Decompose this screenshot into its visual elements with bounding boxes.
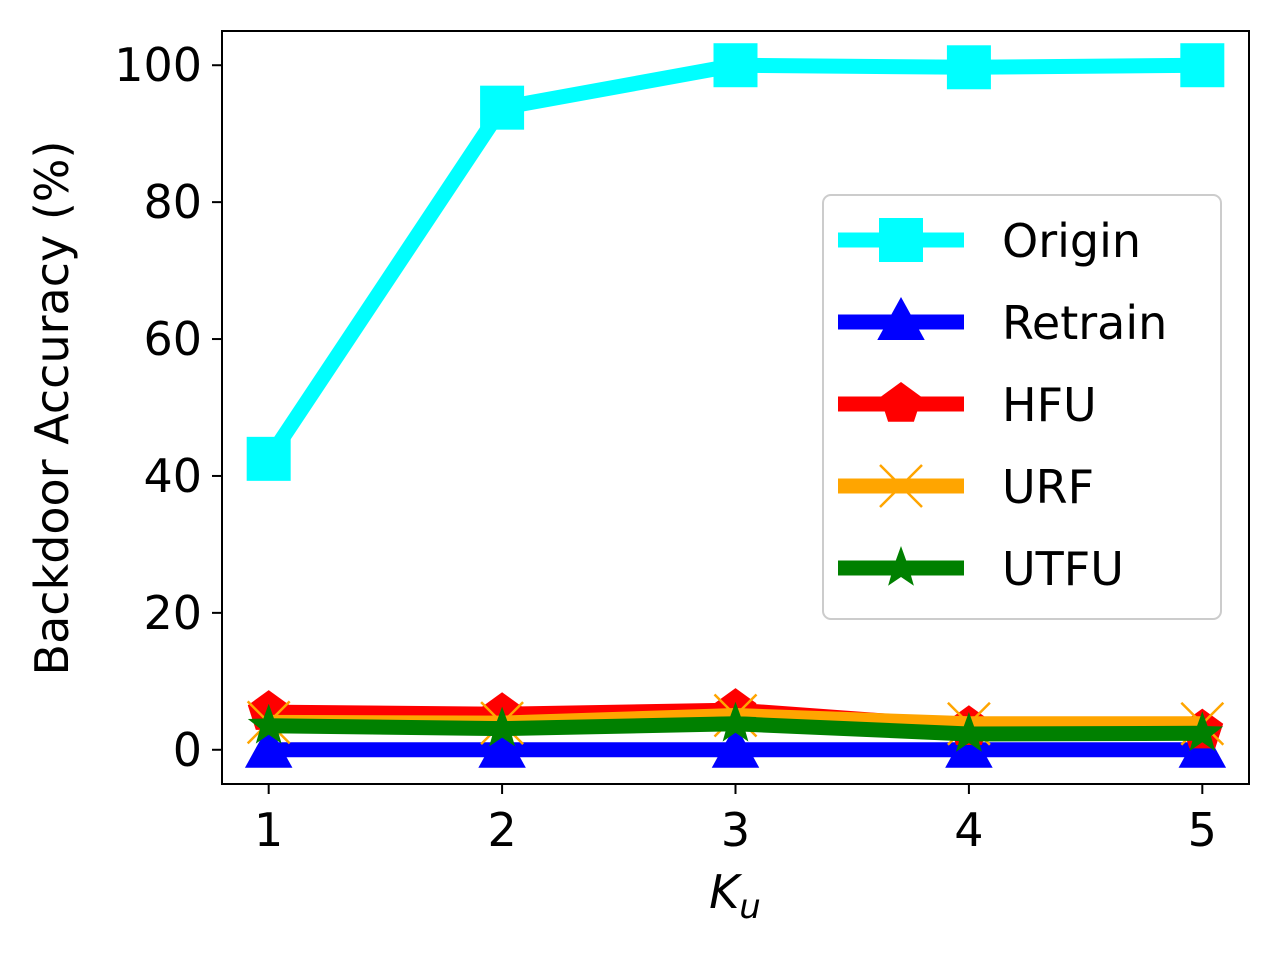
legend-frame [822,194,1222,620]
point-origin-1 [246,436,291,481]
x-axis-label-subscript: u [739,887,761,927]
legend-item-urf: URF [838,460,1094,514]
legend-marker-retrain [877,297,925,340]
y-tick-label-0: 0 [173,723,202,777]
legend-label-hfu: HFU [1002,378,1097,432]
series-layer [244,43,1227,768]
point-utfu-3 [714,701,757,742]
legend: Origin Retrain HFU URF UTFU [822,194,1222,620]
x-tick-label-2: 2 [487,803,516,857]
x-tick-label-5: 5 [1188,803,1217,857]
point-origin-4 [946,45,991,90]
x-tick-label-1: 1 [254,803,283,857]
series-utfu [247,701,1224,752]
legend-label-utfu: UTFU [1002,542,1124,596]
legend-label-urf: URF [1002,460,1094,514]
legend-item-retrain: Retrain [838,296,1167,350]
legend-label-retrain: Retrain [1002,296,1167,350]
point-origin-2 [480,85,525,130]
x-tick-label-3: 3 [721,803,750,857]
y-tick-label-40: 40 [143,449,202,503]
x-axis-ticks: 1 2 3 4 5 [254,784,1217,857]
series-origin [246,43,1225,481]
y-tick-label-60: 60 [143,312,202,366]
y-tick-label-100: 100 [114,38,202,92]
legend-marker-hfu [880,382,922,422]
point-retrain-2 [478,724,526,768]
y-tick-label-80: 80 [143,175,202,229]
x-tick-label-4: 4 [954,803,983,857]
point-utfu-5 [1181,711,1224,752]
legend-marker-urf [879,464,923,508]
legend-item-origin: Origin [838,214,1141,268]
point-retrain-3 [711,724,760,768]
y-tick-label-20: 20 [143,586,202,640]
point-origin-3 [713,43,758,88]
point-utfu-4 [948,712,990,752]
legend-marker-utfu [880,546,922,586]
point-utfu-1 [247,703,290,744]
legend-item-hfu: HFU [838,378,1097,432]
point-origin-5 [1180,43,1225,88]
point-retrain-1 [244,724,293,768]
x-axis-label: Ku [709,865,761,927]
y-axis-ticks: 0 20 40 60 80 100 [114,38,222,777]
point-utfu-2 [481,706,523,747]
y-axis-label: Backdoor Accuracy (%) [25,141,79,676]
point-retrain-4 [945,724,993,768]
x-axis-label-main: K [709,865,743,919]
legend-label-origin: Origin [1002,214,1141,268]
legend-marker-origin [879,218,923,262]
plot-frame [221,30,1250,785]
legend-item-utfu: UTFU [838,542,1124,596]
